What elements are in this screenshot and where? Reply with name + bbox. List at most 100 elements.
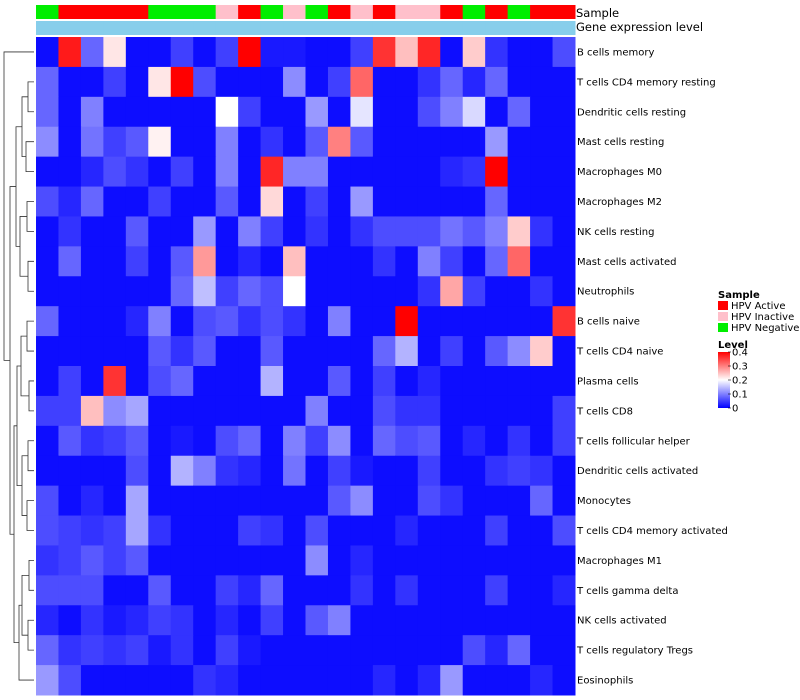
heatmap-cell [80,665,104,696]
heatmap-cell [283,336,306,367]
expression-annotation-cell [305,21,329,35]
heatmap-cell [58,455,82,487]
heatmap-cell [350,37,374,68]
heatmap-cell [215,126,239,158]
heatmap-cell [552,545,576,576]
sample-annotation-cell [58,5,82,19]
heatmap-cell [552,246,576,277]
heatmap-cell [327,66,351,98]
heatmap-cell [440,276,464,307]
heatmap-cell [193,126,217,158]
heatmap-cell [327,186,351,217]
heatmap-cell [327,366,351,397]
heatmap-cell [372,306,396,337]
heatmap-cell [462,425,486,457]
row-label: B cells naive [577,317,640,328]
heatmap-cell [193,366,217,397]
heatmap-cell [350,515,374,546]
heatmap-cell [417,306,441,337]
heatmap-cell [193,545,217,576]
heatmap-cell [395,276,419,307]
heatmap-cell [552,66,576,98]
heatmap-cell [125,545,149,576]
heatmap-cell [170,545,194,576]
heatmap-cell [193,66,217,98]
heatmap-cell [530,246,554,277]
heatmap-cell [103,395,127,427]
heatmap-cell [507,605,531,636]
heatmap-cell [372,96,396,128]
heatmap-cell [170,156,194,188]
heatmap-cell [372,395,396,427]
heatmap-cell [148,605,172,636]
heatmap-cell [350,575,374,606]
heatmap-cell [552,186,576,217]
heatmap-cell [395,545,419,576]
heatmap-cell [507,216,531,247]
sample-annotation-cell [148,5,172,19]
heatmap-cell [238,366,262,397]
heatmap-cell [148,216,172,247]
heatmap-cell [170,515,194,546]
heatmap-cell [417,395,441,427]
heatmap-cell [215,306,239,337]
heatmap-cell [417,126,441,158]
heatmap-cell [193,37,217,68]
heatmap-cell [283,485,306,517]
heatmap-cell [80,425,104,457]
heatmap-cell [80,306,104,337]
heatmap-cell [260,306,284,337]
heatmap-cell [170,276,194,307]
heatmap-cell [372,126,396,158]
heatmap-cell [215,605,239,636]
heatmap-cell [507,575,531,606]
heatmap-cell [485,66,509,98]
heatmap-cell [417,186,441,217]
heatmap-cell [305,395,329,427]
heatmap-cell [327,395,351,427]
heatmap-cell [485,485,509,517]
heatmap-cell [215,276,239,307]
heatmap-cell [125,455,149,487]
heatmap-cell [80,635,104,666]
sample-annotation-cell [125,5,149,19]
legend-level-ticks: 0.4 0.3 0.2 0.1 0 [728,348,748,415]
sample-annotation-cell [215,5,239,19]
heatmap-cell [530,186,554,217]
heatmap-cell [417,276,441,307]
heatmap-cell [440,96,464,128]
heatmap-cell [193,246,217,277]
heatmap-cell [305,216,329,247]
heatmap-cell [395,665,419,696]
expression-annotation-cell [80,21,104,35]
heatmap-cell [260,66,284,98]
heatmap-cell [36,515,59,546]
heatmap-cell [507,665,531,696]
heatmap-cell [36,37,59,68]
heatmap-cell [440,336,464,367]
heatmap-cell [327,37,351,68]
heatmap-cell [552,336,576,367]
heatmap-cell [395,605,419,636]
heatmap-cell [148,186,172,217]
heatmap-cell [103,306,127,337]
expression-annotation-cell [552,21,576,35]
heatmap-cell [530,395,554,427]
heatmap-cell [170,455,194,487]
expression-annotation-cell [58,21,82,35]
heatmap-cell [125,425,149,457]
heatmap-cell [507,455,531,487]
heatmap-cell [260,395,284,427]
heatmap-cell [125,186,149,217]
heatmap-cell [215,575,239,606]
heatmap-cell [58,665,82,696]
heatmap-cell [372,37,396,68]
heatmap-cell [148,66,172,98]
heatmap-cell [103,126,127,158]
heatmap-cell [58,515,82,546]
heatmap-cell [80,336,104,367]
heatmap-cell [372,515,396,546]
heatmap-cell [80,545,104,576]
sample-annotation-cell [395,5,419,19]
